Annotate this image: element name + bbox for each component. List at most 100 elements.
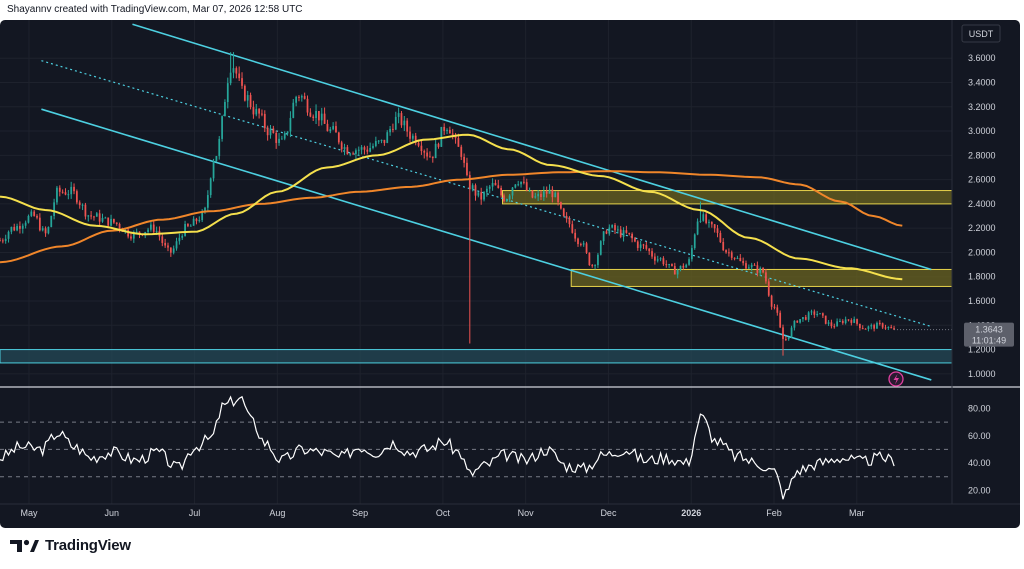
candle-body[interactable] bbox=[813, 311, 816, 315]
candle-body[interactable] bbox=[685, 264, 688, 268]
candle-body[interactable] bbox=[597, 254, 599, 266]
candle-body[interactable] bbox=[155, 230, 158, 232]
candle-body[interactable] bbox=[189, 225, 192, 227]
candle-body[interactable] bbox=[708, 221, 710, 223]
candle-body[interactable] bbox=[739, 257, 742, 262]
candle-body[interactable] bbox=[374, 141, 377, 147]
candle-body[interactable] bbox=[315, 110, 317, 119]
rsi-line[interactable] bbox=[0, 395, 895, 500]
candle-body[interactable] bbox=[787, 337, 790, 340]
candle-body[interactable] bbox=[411, 135, 414, 139]
candle-body[interactable] bbox=[514, 184, 517, 188]
candle-body[interactable] bbox=[819, 313, 821, 315]
candle-body[interactable] bbox=[542, 191, 545, 197]
candle-body[interactable] bbox=[70, 186, 73, 195]
candle-body[interactable] bbox=[736, 257, 739, 259]
candle-body[interactable] bbox=[710, 221, 713, 225]
chart-canvas[interactable]: 3.6000 3.4000 3.2000 3.0000 2.8000 2.6000 2.40… bbox=[0, 20, 1020, 528]
candle-body[interactable] bbox=[10, 226, 13, 232]
candle-body[interactable] bbox=[24, 222, 27, 226]
candle-body[interactable] bbox=[192, 218, 195, 226]
candle-body[interactable] bbox=[645, 245, 648, 249]
candle-body[interactable] bbox=[147, 229, 149, 232]
candle-body[interactable] bbox=[619, 229, 622, 237]
candle-body[interactable] bbox=[691, 248, 693, 260]
candle-body[interactable] bbox=[7, 231, 10, 239]
candle-body[interactable] bbox=[773, 306, 776, 308]
candle-body[interactable] bbox=[540, 193, 542, 197]
candle-body[interactable] bbox=[876, 322, 878, 329]
candle-body[interactable] bbox=[702, 214, 705, 221]
candle-body[interactable] bbox=[110, 218, 112, 226]
channel-lower-line[interactable] bbox=[41, 108, 932, 381]
candle-body[interactable] bbox=[830, 322, 833, 327]
candle-body[interactable] bbox=[625, 230, 628, 233]
candle-body[interactable] bbox=[47, 227, 50, 234]
candle-body[interactable] bbox=[767, 281, 770, 296]
candle-body[interactable] bbox=[84, 204, 87, 217]
candle-body[interactable] bbox=[636, 241, 639, 248]
candle-body[interactable] bbox=[622, 230, 625, 237]
candle-body[interactable] bbox=[784, 338, 787, 340]
candle-body[interactable] bbox=[867, 326, 870, 329]
candle-body[interactable] bbox=[349, 153, 352, 155]
candle-body[interactable] bbox=[611, 225, 614, 228]
candle-body[interactable] bbox=[659, 258, 662, 260]
candle-body[interactable] bbox=[258, 108, 260, 114]
candle-body[interactable] bbox=[525, 182, 528, 191]
candle-body[interactable] bbox=[209, 178, 212, 196]
candle-body[interactable] bbox=[688, 259, 690, 265]
candle-body[interactable] bbox=[21, 225, 24, 229]
candle-body[interactable] bbox=[836, 321, 838, 327]
candle-body[interactable] bbox=[594, 265, 596, 267]
candle-body[interactable] bbox=[224, 102, 226, 117]
candle-body[interactable] bbox=[793, 320, 796, 328]
candle-body[interactable] bbox=[329, 129, 332, 132]
candle-body[interactable] bbox=[90, 215, 92, 217]
candle-body[interactable] bbox=[181, 235, 184, 238]
candle-body[interactable] bbox=[560, 202, 562, 209]
candle-body[interactable] bbox=[881, 323, 884, 328]
currency-badge[interactable] bbox=[961, 24, 1001, 43]
candle-body[interactable] bbox=[759, 268, 762, 273]
candle-body[interactable] bbox=[824, 315, 827, 324]
candle-body[interactable] bbox=[184, 223, 186, 236]
candle-body[interactable] bbox=[562, 208, 565, 217]
candle-body[interactable] bbox=[491, 182, 494, 187]
candle-body[interactable] bbox=[38, 217, 41, 231]
candle-body[interactable] bbox=[426, 152, 428, 157]
candle-body[interactable] bbox=[856, 319, 858, 324]
candle-body[interactable] bbox=[320, 113, 323, 121]
candle-body[interactable] bbox=[810, 311, 813, 313]
candle-body[interactable] bbox=[61, 191, 64, 193]
candle-body[interactable] bbox=[295, 96, 298, 103]
candle-body[interactable] bbox=[656, 259, 659, 261]
candle-body[interactable] bbox=[232, 68, 235, 73]
candle-body[interactable] bbox=[226, 83, 229, 103]
candle-body[interactable] bbox=[152, 224, 155, 232]
candle-body[interactable] bbox=[263, 113, 266, 129]
candle-body[interactable] bbox=[608, 227, 611, 234]
candle-body[interactable] bbox=[474, 185, 477, 196]
candle-body[interactable] bbox=[884, 327, 887, 329]
candle-body[interactable] bbox=[679, 265, 682, 271]
candle-body[interactable] bbox=[289, 117, 292, 132]
candle-body[interactable] bbox=[713, 224, 716, 229]
candle-body[interactable] bbox=[246, 95, 249, 101]
candle-body[interactable] bbox=[753, 264, 756, 266]
candle-body[interactable] bbox=[346, 147, 349, 155]
candle-body[interactable] bbox=[505, 199, 508, 202]
candle-body[interactable] bbox=[423, 151, 426, 153]
candle-body[interactable] bbox=[218, 138, 221, 157]
candle-body[interactable] bbox=[747, 267, 750, 269]
candle-body[interactable] bbox=[87, 215, 90, 217]
candle-body[interactable] bbox=[790, 327, 793, 338]
candle-body[interactable] bbox=[135, 231, 138, 233]
candle-body[interactable] bbox=[827, 322, 830, 324]
candle-body[interactable] bbox=[665, 264, 668, 266]
candle-body[interactable] bbox=[115, 222, 118, 224]
candle-body[interactable] bbox=[545, 191, 548, 194]
candle-body[interactable] bbox=[323, 113, 326, 124]
candle-body[interactable] bbox=[765, 272, 767, 282]
candle-body[interactable] bbox=[861, 328, 864, 330]
